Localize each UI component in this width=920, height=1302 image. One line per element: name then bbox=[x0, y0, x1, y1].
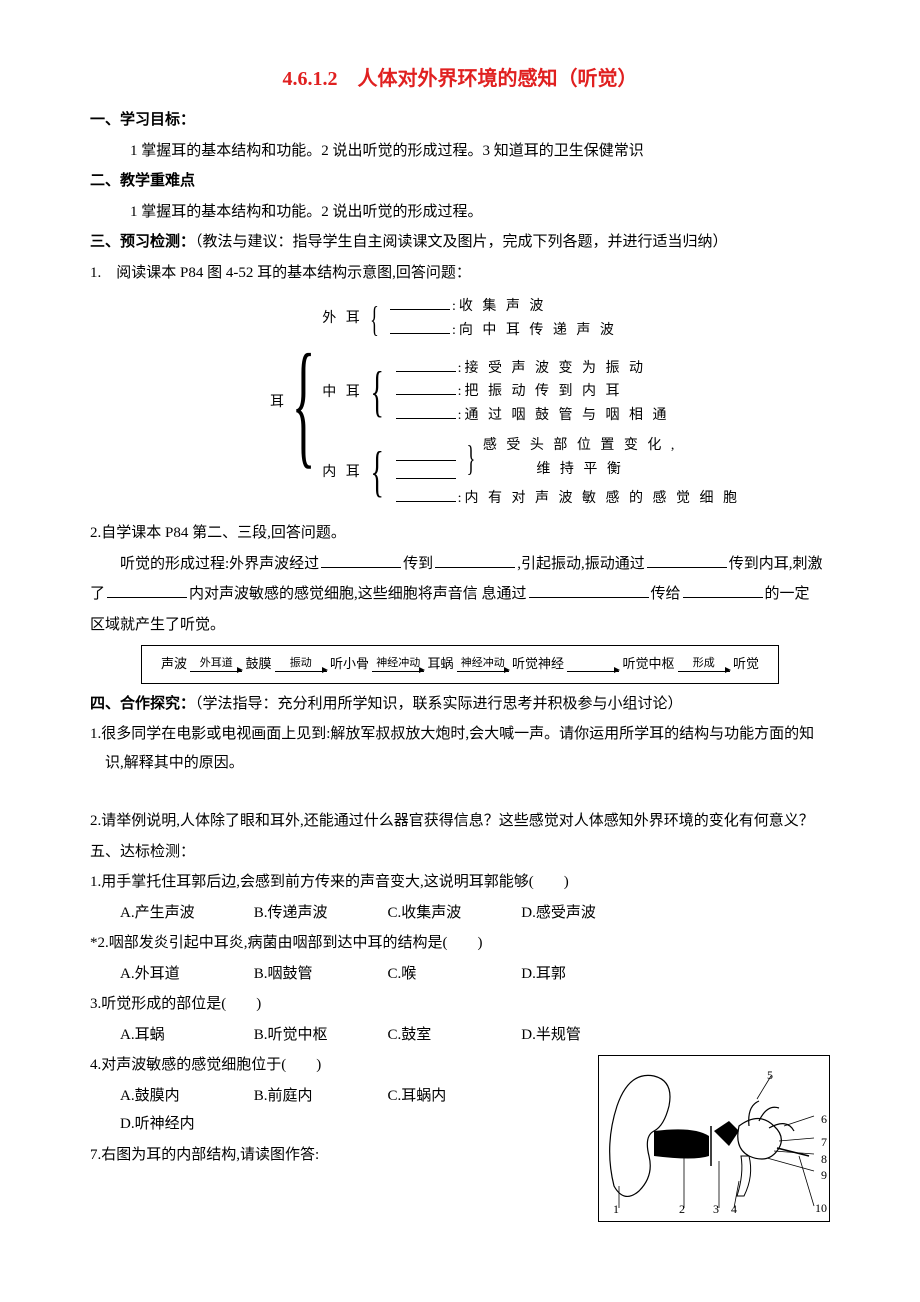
blank[interactable] bbox=[529, 582, 649, 598]
q3-d[interactable]: D.半规管 bbox=[521, 1021, 651, 1050]
tree-inner-c: :内 有 对 声 波 敏 感 的 感 觉 细 胞 bbox=[458, 491, 740, 506]
blank[interactable] bbox=[396, 404, 456, 419]
s3-head: 三、预习检测： bbox=[90, 234, 195, 250]
s5-head: 五、达标检测： bbox=[90, 838, 830, 867]
s3-q1: 1. 阅读课本 P84 图 4-52 耳的基本结构示意图,回答问题： bbox=[90, 259, 830, 288]
q2-f: 内对声波敏感的感觉细胞,这些细胞将声音信 息通过 bbox=[189, 586, 527, 602]
ear-num-3: 3 bbox=[713, 1198, 719, 1221]
q2-c[interactable]: C.喉 bbox=[388, 960, 518, 989]
brace-middle: { bbox=[371, 370, 386, 415]
q3-text: 3.听觉形成的部位是( ) bbox=[90, 990, 830, 1019]
tree-middle-c: :通 过 咽 鼓 管 与 咽 相 通 bbox=[458, 408, 670, 423]
flow-n3: 耳蜗 bbox=[427, 656, 453, 671]
flow-l0: 外耳道 bbox=[190, 658, 242, 669]
s1-head: 一、学习目标： bbox=[90, 112, 195, 128]
s3-q2-lead: 2.自学课本 P84 第二、三段,回答问题。 bbox=[90, 519, 830, 548]
blank[interactable] bbox=[396, 446, 456, 461]
q2-b: 传到 bbox=[403, 556, 433, 572]
flow-l5: 形成 bbox=[678, 658, 730, 669]
brace-inner-close: { bbox=[465, 442, 475, 474]
q1-text: 1.用手掌托住耳郭后边,会感到前方传来的声音变大,这说明耳郭能够( ) bbox=[90, 868, 830, 897]
flow-n2: 听小骨 bbox=[330, 656, 369, 671]
ear-num-5: 5 bbox=[767, 1064, 773, 1087]
ear-diagram: 5 6 7 8 9 10 1 2 3 4 bbox=[598, 1055, 830, 1222]
q2-i: 区域就产生了听觉。 bbox=[90, 611, 830, 640]
ear-num-9: 9 bbox=[821, 1164, 827, 1187]
blank[interactable] bbox=[396, 357, 456, 372]
q3-c[interactable]: C.鼓室 bbox=[388, 1021, 518, 1050]
q2-b[interactable]: B.咽鼓管 bbox=[254, 960, 384, 989]
s4-q1: 1.很多同学在电影或电视画面上见到:解放军叔叔放大炮时,会大喊一声。请你运用所学… bbox=[105, 720, 830, 777]
tree-outer-a: :收 集 声 波 bbox=[452, 299, 546, 314]
ear-num-10: 10 bbox=[815, 1197, 827, 1220]
q2-a[interactable]: A.外耳道 bbox=[120, 960, 250, 989]
q2-d: 传到内耳,刺激 bbox=[729, 556, 823, 572]
ear-num-2: 2 bbox=[679, 1198, 685, 1221]
flow-l2: 神经冲动 bbox=[372, 658, 424, 669]
flow-n4: 听觉神经 bbox=[512, 656, 564, 671]
blank[interactable] bbox=[683, 582, 763, 598]
q3-a[interactable]: A.耳蜗 bbox=[120, 1021, 250, 1050]
s2-head: 二、教学重难点 bbox=[90, 173, 195, 189]
blank[interactable] bbox=[396, 487, 456, 502]
tree-outer-label: 外 耳 bbox=[322, 311, 363, 326]
q3-b[interactable]: B.听觉中枢 bbox=[254, 1021, 384, 1050]
q4-b[interactable]: B.前庭内 bbox=[254, 1082, 384, 1111]
tree-root: 耳 bbox=[270, 391, 284, 415]
flow-n0: 声波 bbox=[161, 656, 187, 671]
doc-title: 4.6.1.2 人体对外界环境的感知（听觉） bbox=[90, 60, 830, 98]
q2-h: 的一定 bbox=[765, 586, 810, 602]
flow-n6: 听觉 bbox=[733, 656, 759, 671]
q2-e: 了 bbox=[90, 586, 105, 602]
brace-outer: { bbox=[370, 303, 380, 335]
blank[interactable] bbox=[107, 582, 187, 598]
tree-middle-a: :接 受 声 波 变 为 振 动 bbox=[458, 361, 646, 376]
s3-tail: （教法与建议：指导学生自主阅读课文及图片，完成下列各题，并进行适当归纳） bbox=[195, 234, 728, 250]
tree-inner-b: 维 持 平 衡 bbox=[536, 462, 624, 477]
q1-d[interactable]: D.感受声波 bbox=[521, 899, 651, 928]
flow-l1: 振动 bbox=[275, 658, 327, 669]
ear-tree: 耳 { 外 耳 { :收 集 声 波 :向 中 耳 传 递 声 波 中 耳 { … bbox=[270, 295, 830, 511]
s4-q2: 2.请举例说明,人体除了眼和耳外,还能通过什么器官获得信息？这些感觉对人体感知外… bbox=[105, 807, 830, 836]
flow-n5: 听觉中枢 bbox=[623, 656, 675, 671]
flow-diagram: 声波 外耳道 鼓膜 振动 听小骨 神经冲动 耳蜗 神经冲动 听觉神经 听觉中枢 … bbox=[141, 645, 779, 684]
flow-l4 bbox=[567, 658, 619, 669]
q2-text: *2.咽部发炎引起中耳炎,病菌由咽部到达中耳的结构是( ) bbox=[90, 929, 830, 958]
tree-outer-b: :向 中 耳 传 递 声 波 bbox=[452, 323, 617, 338]
s4-tail: （学法指导：充分利用所学知识，联系实际进行思考并积极参与小组讨论） bbox=[195, 696, 683, 712]
tree-middle-label: 中 耳 bbox=[322, 385, 363, 400]
blank[interactable] bbox=[390, 295, 450, 310]
blank[interactable] bbox=[435, 552, 515, 568]
s2-body: 1 掌握耳的基本结构和功能。2 说出听觉的形成过程。 bbox=[130, 198, 830, 227]
tree-inner-a: 感 受 头 部 位 置 变 化 , bbox=[483, 438, 678, 453]
brace-root: { bbox=[291, 344, 315, 463]
q2-d[interactable]: D.耳郭 bbox=[521, 960, 651, 989]
tree-inner-label: 内 耳 bbox=[322, 465, 363, 480]
q2-a: 听觉的形成过程:外界声波经过 bbox=[120, 556, 319, 572]
blank[interactable] bbox=[390, 319, 450, 334]
q2-c: ,引起振动,振动通过 bbox=[517, 556, 645, 572]
ear-num-4: 4 bbox=[731, 1198, 737, 1221]
q2-g: 传给 bbox=[651, 586, 681, 602]
s4-head: 四、合作探究： bbox=[90, 696, 195, 712]
q4-a[interactable]: A.鼓膜内 bbox=[120, 1082, 250, 1111]
q1-b[interactable]: B.传递声波 bbox=[254, 899, 384, 928]
ear-num-1: 1 bbox=[613, 1198, 619, 1221]
flow-n1: 鼓膜 bbox=[245, 656, 271, 671]
q4-c[interactable]: C.耳蜗内 bbox=[388, 1082, 518, 1111]
blank[interactable] bbox=[396, 464, 456, 479]
q1-a[interactable]: A.产生声波 bbox=[120, 899, 250, 928]
ear-num-6: 6 bbox=[821, 1108, 827, 1131]
brace-inner: { bbox=[371, 450, 386, 495]
tree-middle-b: :把 振 动 传 到 内 耳 bbox=[458, 384, 623, 399]
q1-c[interactable]: C.收集声波 bbox=[388, 899, 518, 928]
s1-body: 1 掌握耳的基本结构和功能。2 说出听觉的形成过程。3 知道耳的卫生保健常识 bbox=[130, 137, 830, 166]
flow-l3: 神经冲动 bbox=[457, 658, 509, 669]
blank[interactable] bbox=[396, 380, 456, 395]
blank[interactable] bbox=[321, 552, 401, 568]
blank[interactable] bbox=[647, 552, 727, 568]
q4-d[interactable]: D.听神经内 bbox=[120, 1110, 250, 1139]
